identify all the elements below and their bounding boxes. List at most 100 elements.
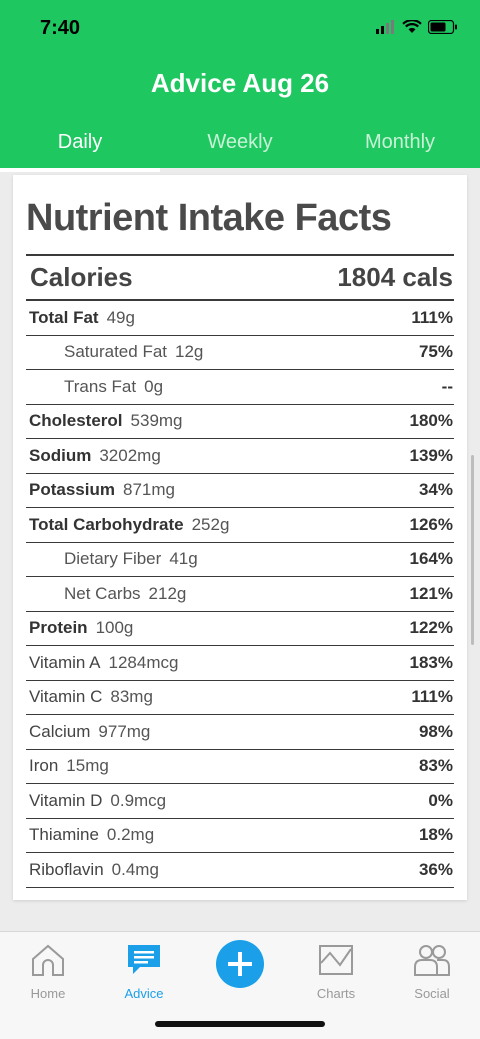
nutrient-facts-card: Nutrient Intake Facts Calories 1804 cals… bbox=[13, 175, 467, 900]
nutrient-amount: 15mg bbox=[66, 756, 109, 776]
nutrient-name: Vitamin D bbox=[29, 790, 103, 810]
nutrient-percent: 75% bbox=[418, 342, 453, 362]
nutrient-row: Protein 100g 122% bbox=[26, 612, 454, 646]
tabbar-home[interactable]: Home bbox=[0, 940, 96, 1001]
nutrient-percent: 126% bbox=[409, 514, 453, 534]
nutrient-amount: 539mg bbox=[130, 411, 183, 431]
nutrient-amount: 212g bbox=[148, 583, 187, 603]
nutrient-row: Vitamin A 1284mcg 183% bbox=[26, 646, 454, 681]
nutrient-row: Iron 15mg 83% bbox=[26, 750, 454, 784]
wifi-icon bbox=[402, 20, 422, 33]
tab-daily[interactable]: Daily bbox=[0, 128, 160, 172]
facts-title: Nutrient Intake Facts bbox=[26, 197, 392, 239]
nutrient-row: Vitamin C 83mg 111% bbox=[26, 681, 454, 715]
nutrient-name: Vitamin A bbox=[29, 652, 101, 672]
nutrient-name: Cholesterol bbox=[29, 411, 123, 431]
nutrient-amount: 0g bbox=[144, 376, 164, 396]
chat-icon bbox=[128, 945, 160, 974]
calories-value: 1804 cals bbox=[337, 262, 453, 292]
nutrient-percent: 164% bbox=[409, 549, 453, 569]
nutrient-amount: 41g bbox=[169, 549, 198, 569]
nutrient-name: Net Carbs bbox=[64, 583, 141, 603]
tabbar-advice[interactable]: Advice bbox=[96, 940, 192, 1001]
nutrient-amount: 871mg bbox=[122, 480, 175, 500]
nutrient-amount: 83mg bbox=[110, 687, 153, 707]
people-icon bbox=[414, 945, 450, 976]
tabbar-advice-label: Advice bbox=[124, 986, 164, 1001]
nutrient-percent: 36% bbox=[418, 859, 453, 879]
nutrient-name: Sodium bbox=[29, 445, 92, 465]
nutrient-name: Dietary Fiber bbox=[64, 549, 162, 569]
nutrient-row: Trans Fat 0g -- bbox=[26, 370, 454, 405]
home-indicator bbox=[155, 1021, 325, 1027]
nutrient-name: Thiamine bbox=[29, 825, 99, 845]
scrollbar[interactable] bbox=[471, 455, 474, 645]
nutrient-amount: 1284mcg bbox=[108, 652, 179, 672]
nutrient-row: Total Fat 49g 111% bbox=[26, 301, 454, 336]
nutrient-percent: 18% bbox=[418, 825, 453, 845]
nutrient-amount: 0.9mcg bbox=[110, 790, 167, 810]
nutrient-row: Potassium 871mg 34% bbox=[26, 474, 454, 508]
tabbar-charts-label: Charts bbox=[316, 986, 356, 1001]
page-title: Advice Aug 26 bbox=[150, 68, 330, 98]
nutrient-amount: 49g bbox=[106, 307, 135, 327]
nutrient-row: Sodium 3202mg 139% bbox=[26, 439, 454, 474]
nutrient-amount: 3202mg bbox=[99, 445, 161, 465]
tabbar-charts[interactable]: Charts bbox=[288, 940, 384, 1001]
tabbar-social-label: Social bbox=[414, 986, 450, 1001]
nutrient-percent: 34% bbox=[418, 480, 453, 500]
nutrient-row: Dietary Fiber 41g 164% bbox=[26, 543, 454, 577]
nutrient-row: Total Carbohydrate 252g 126% bbox=[26, 508, 454, 543]
nutrient-name: Saturated Fat bbox=[64, 342, 168, 362]
nutrient-percent: 139% bbox=[409, 445, 453, 465]
nutrient-row: Vitamin D 0.9mcg 0% bbox=[26, 784, 454, 819]
home-icon bbox=[32, 944, 64, 976]
nutrient-row: Saturated Fat 12g 75% bbox=[26, 336, 454, 370]
nutrient-row: Cholesterol 539mg 180% bbox=[26, 405, 454, 439]
nutrient-amount: 12g bbox=[175, 342, 204, 362]
plus-icon bbox=[228, 952, 252, 976]
tabbar-home-label: Home bbox=[30, 986, 66, 1001]
nutrient-percent: 122% bbox=[409, 618, 453, 638]
nutrient-amount: 977mg bbox=[98, 721, 151, 741]
nutrient-percent: 121% bbox=[409, 583, 453, 603]
nutrient-name: Vitamin C bbox=[29, 687, 103, 707]
nutrient-amount: 0.2mg bbox=[106, 825, 155, 845]
chart-icon bbox=[319, 945, 353, 975]
nutrient-row: Calcium 977mg 98% bbox=[26, 715, 454, 750]
tab-monthly[interactable]: Monthly bbox=[364, 131, 436, 153]
nutrient-percent: 98% bbox=[418, 721, 453, 741]
signal-icon bbox=[376, 20, 394, 34]
nutrient-percent: 183% bbox=[409, 652, 453, 672]
nutrient-name: Calcium bbox=[29, 721, 91, 741]
nutrient-name: Trans Fat bbox=[64, 376, 137, 396]
nutrient-name: Protein bbox=[29, 618, 88, 638]
nutrient-row: Thiamine 0.2mg 18% bbox=[26, 819, 454, 853]
nutrient-name: Potassium bbox=[29, 480, 115, 500]
nutrient-amount: 252g bbox=[191, 514, 230, 534]
app-header: 7:40 Advice Aug 26 Daily Weekly Monthly bbox=[0, 0, 480, 172]
tab-weekly[interactable]: Weekly bbox=[207, 131, 273, 153]
calories-label: Calories bbox=[30, 262, 133, 292]
tabbar-social[interactable]: Social bbox=[384, 940, 480, 1001]
nutrient-percent: 111% bbox=[411, 687, 453, 707]
nutrient-name: Iron bbox=[29, 756, 59, 776]
battery-icon bbox=[428, 20, 457, 34]
nutrient-row: Net Carbs 212g 121% bbox=[26, 577, 454, 612]
nutrient-amount: 0.4mg bbox=[111, 859, 159, 879]
status-time: 7:40 bbox=[40, 17, 81, 39]
nutrient-amount: 100g bbox=[95, 618, 134, 638]
nutrient-percent: 83% bbox=[418, 756, 453, 776]
status-icons bbox=[376, 20, 458, 34]
nutrient-percent: 180% bbox=[409, 411, 453, 431]
nutrient-percent: 111% bbox=[411, 307, 453, 327]
nutrient-percent: -- bbox=[441, 376, 453, 396]
add-button[interactable] bbox=[216, 940, 264, 988]
period-tabs: Daily Weekly Monthly bbox=[0, 128, 480, 172]
nutrient-row: Riboflavin 0.4mg 36% bbox=[26, 853, 454, 888]
nutrient-name: Riboflavin bbox=[29, 859, 104, 879]
facts-table: Calories 1804 cals Total Fat 49g 111% Satu… bbox=[26, 254, 454, 888]
nutrient-percent: 0% bbox=[428, 790, 453, 810]
nutrient-name: Total Carbohydrate bbox=[29, 514, 184, 534]
nutrient-name: Total Fat bbox=[29, 307, 99, 327]
